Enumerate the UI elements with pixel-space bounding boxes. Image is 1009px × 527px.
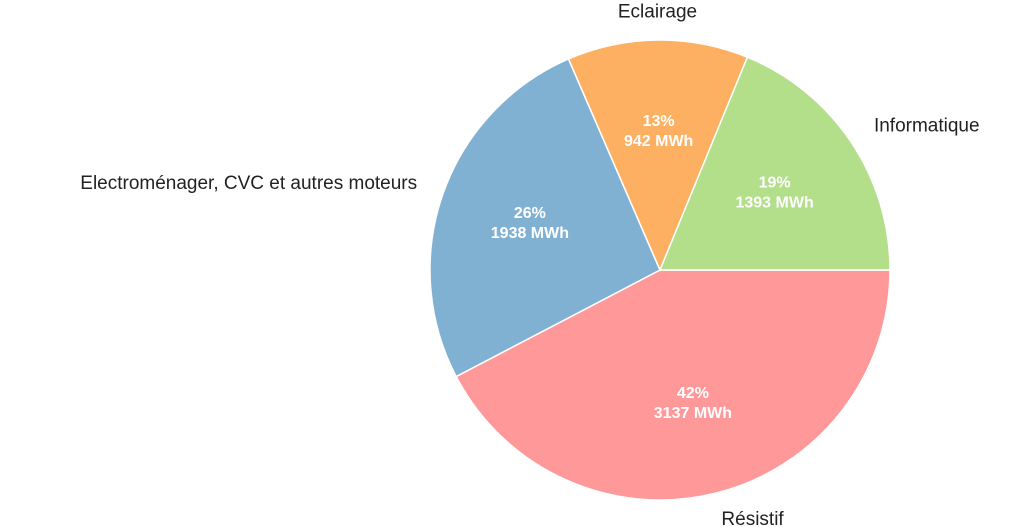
slice-label: Informatique	[874, 116, 980, 137]
pie-slice	[455, 269, 891, 501]
pie-slice	[658, 56, 891, 271]
percent-label: 42%	[677, 385, 709, 402]
slice-label: Electroménager, CVC et autres moteurs	[80, 173, 417, 194]
pie-slice	[567, 39, 749, 272]
value-label: 1938 MWh	[491, 225, 569, 242]
value-label: 942 MWh	[624, 133, 693, 150]
percent-label: 13%	[643, 113, 675, 130]
percent-label: 26%	[514, 205, 546, 222]
slice-label: Résistif	[721, 509, 784, 527]
value-label: 1393 MWh	[735, 194, 813, 211]
slice-label: Eclairage	[618, 1, 697, 22]
percent-label: 19%	[759, 174, 791, 191]
value-label: 3137 MWh	[654, 405, 732, 422]
